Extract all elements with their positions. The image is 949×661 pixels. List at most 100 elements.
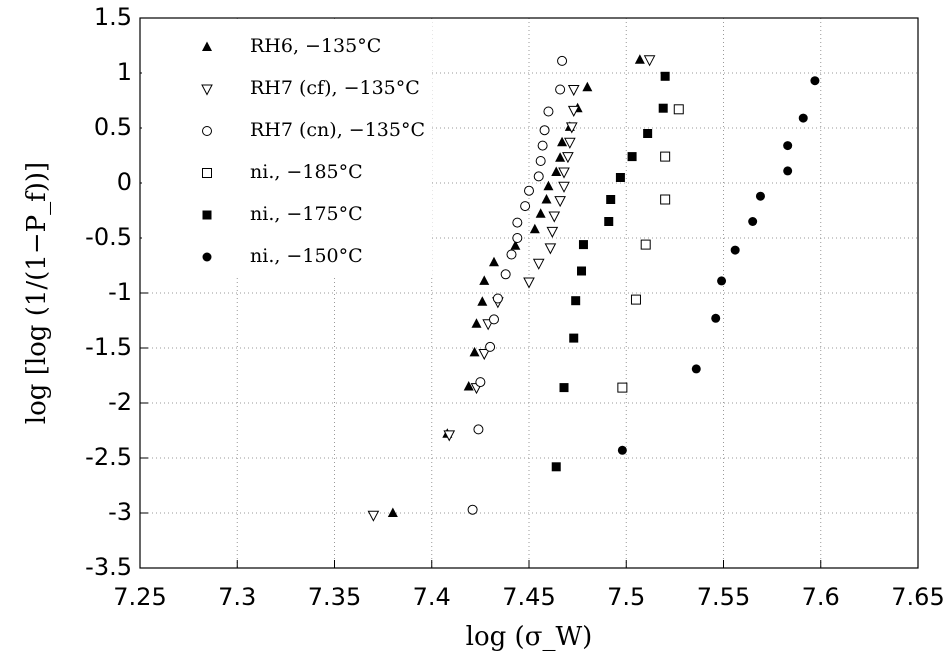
marker — [558, 167, 570, 179]
marker — [755, 191, 765, 201]
marker — [569, 333, 579, 343]
marker — [615, 173, 625, 182]
marker — [810, 76, 820, 86]
marker — [469, 346, 480, 357]
x-tick-label: 7.6 — [802, 583, 840, 611]
legend-marker — [202, 252, 212, 262]
marker — [691, 364, 701, 374]
marker — [510, 240, 521, 250]
marker — [535, 208, 546, 218]
marker — [567, 85, 580, 97]
marker — [506, 249, 517, 260]
marker — [551, 166, 562, 176]
y-tick-label: -0.5 — [85, 223, 132, 251]
x-tick-label: 7.45 — [502, 583, 555, 611]
marker — [640, 239, 651, 250]
marker — [471, 318, 482, 328]
marker — [543, 106, 554, 117]
plot-frame — [139, 17, 919, 569]
marker — [582, 81, 593, 92]
marker — [548, 211, 561, 223]
marker — [463, 381, 474, 391]
marker — [523, 277, 535, 289]
y-tick-label: 0 — [117, 168, 132, 196]
marker — [673, 104, 684, 115]
legend-label: RH7 (cn), −135°C — [250, 119, 425, 141]
marker — [748, 217, 758, 226]
marker — [539, 125, 550, 136]
x-tick-label: 7.55 — [697, 583, 750, 611]
marker — [717, 276, 727, 286]
marker — [475, 377, 486, 388]
y-tick-label: -2 — [108, 388, 132, 416]
marker — [730, 245, 740, 255]
marker — [634, 54, 645, 64]
marker — [643, 55, 656, 67]
marker — [544, 243, 557, 255]
legend-marker — [202, 41, 212, 51]
marker — [478, 349, 491, 361]
legend-box — [142, 20, 432, 275]
marker — [524, 185, 534, 196]
y-axis-label: log [log (1/(1−P_f))] — [22, 162, 52, 424]
y-tick-label: -1 — [108, 278, 132, 306]
x-tick-label: 7.25 — [113, 583, 166, 611]
marker — [627, 152, 637, 162]
legend-label: RH7 (cf), −135°C — [250, 77, 420, 99]
x-axis-label: log (σ_W) — [466, 622, 593, 652]
marker — [783, 141, 793, 151]
marker — [660, 151, 671, 162]
marker — [617, 382, 628, 393]
marker — [546, 226, 559, 238]
marker — [564, 137, 576, 149]
legend-marker — [201, 84, 213, 96]
marker — [533, 171, 544, 182]
marker — [477, 296, 488, 306]
marker — [558, 181, 570, 193]
y-tick-label: -2.5 — [85, 443, 132, 471]
y-tick-label: 1 — [117, 58, 132, 86]
marker — [500, 269, 511, 280]
y-tick-label: -3.5 — [85, 553, 132, 581]
marker — [617, 445, 627, 455]
marker — [660, 194, 671, 205]
marker — [512, 233, 523, 243]
marker — [630, 294, 641, 305]
marker — [783, 166, 793, 176]
marker — [577, 266, 587, 276]
marker — [660, 71, 670, 81]
marker — [554, 196, 566, 208]
legend-label: ni., −185°C — [250, 161, 363, 183]
legend-marker — [202, 210, 212, 220]
y-tick-label: 0.5 — [94, 113, 132, 141]
marker — [557, 136, 568, 147]
x-tick-label: 7.3 — [218, 583, 256, 611]
marker — [565, 122, 578, 134]
marker — [473, 424, 484, 435]
marker — [467, 504, 478, 515]
marker — [541, 194, 552, 204]
marker — [488, 256, 499, 267]
marker — [555, 152, 566, 162]
legend-label: ni., −150°C — [250, 245, 363, 267]
marker — [555, 84, 566, 95]
x-tick-label: 7.35 — [308, 583, 361, 611]
legend-label: RH6, −135°C — [250, 35, 381, 57]
legend-label: ni., −175°C — [250, 203, 363, 225]
x-tick-label: 7.5 — [607, 583, 645, 611]
marker — [387, 507, 398, 517]
marker — [604, 217, 614, 226]
marker — [798, 113, 808, 123]
marker — [559, 383, 569, 393]
marker — [551, 462, 561, 472]
marker — [711, 313, 721, 323]
marker — [567, 105, 580, 117]
marker — [485, 341, 496, 352]
marker — [643, 129, 653, 138]
marker — [520, 201, 531, 212]
y-tick-label: -1.5 — [85, 333, 132, 361]
x-tick-label: 7.4 — [413, 583, 451, 611]
marker — [606, 195, 616, 204]
marker — [488, 314, 499, 325]
marker — [492, 293, 503, 304]
